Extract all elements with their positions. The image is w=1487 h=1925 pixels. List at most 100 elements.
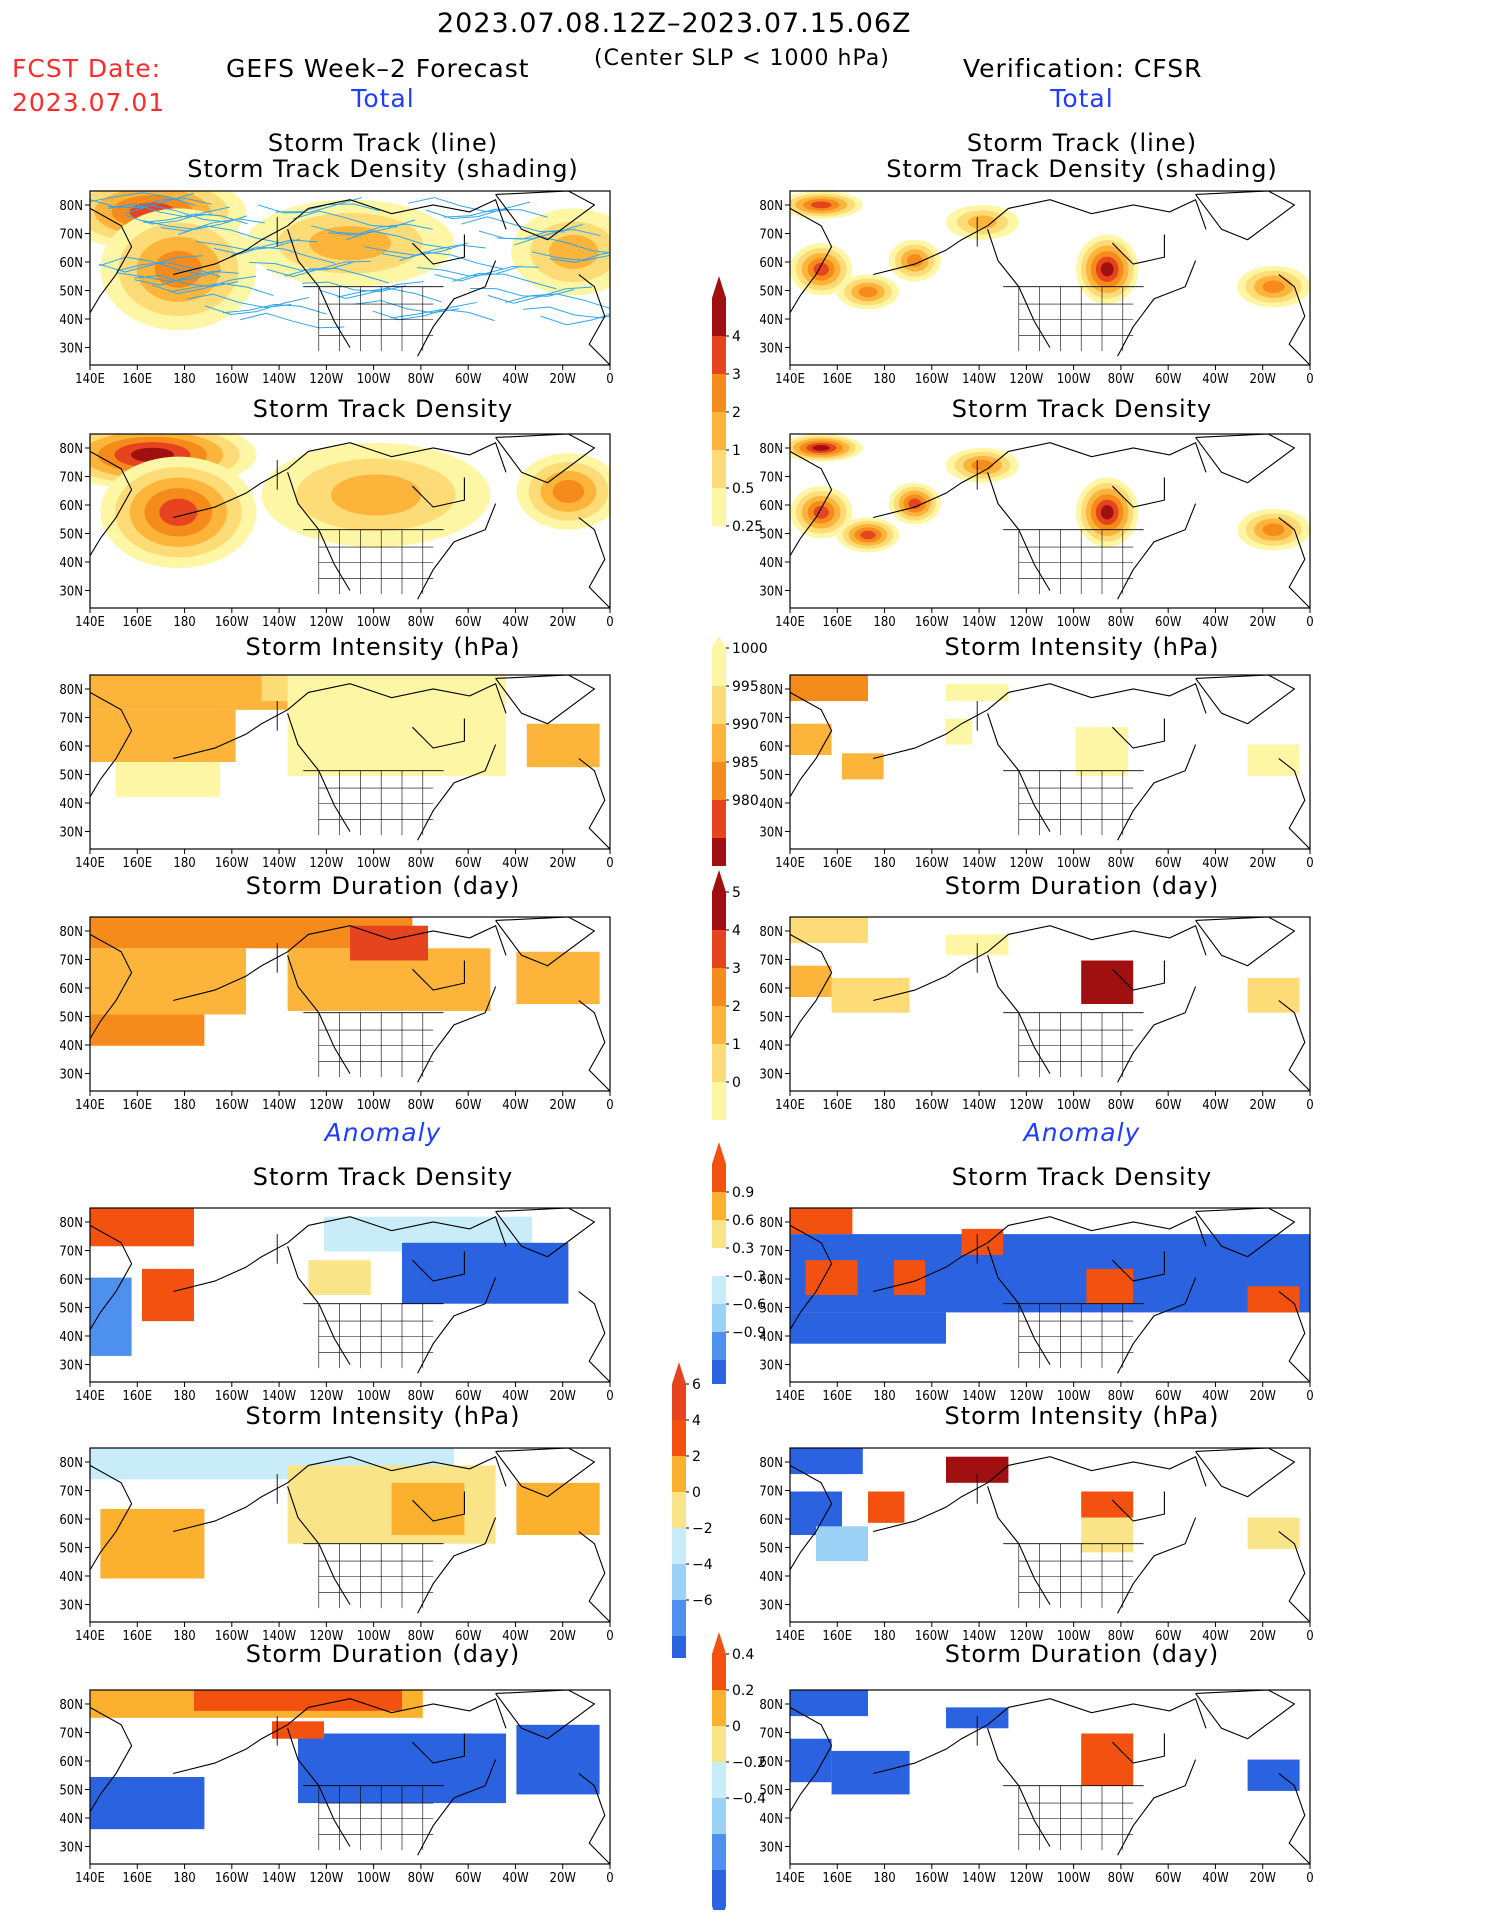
y-tick-label: 40N (759, 797, 783, 812)
x-tick-label: 20W (550, 1871, 577, 1886)
x-tick-label: 140W (962, 1871, 996, 1886)
x-tick-label: 140E (75, 1871, 105, 1886)
left-anomaly-label: Anomaly (324, 1118, 442, 1147)
x-tick-label: 160W (915, 856, 949, 871)
x-tick-label: 0 (1306, 615, 1313, 630)
x-tick-label: 120W (1009, 615, 1043, 630)
x-tick-label: 120W (309, 856, 343, 871)
y-tick-label: 50N (759, 285, 783, 300)
fcst-anom-density-map: 140E 160E 180 160W 140W 120W 100W 80W 60W 40W 20W 0… (54, 1206, 622, 1408)
y-tick-label: 50N (59, 769, 83, 784)
colorbar-label: 1000 (732, 641, 768, 657)
x-tick-label: 80W (408, 372, 435, 387)
x-tick-label: 80W (1108, 1098, 1135, 1113)
x-tick-label: 120W (309, 1098, 343, 1113)
panel-title: Storm Track Density (shading) (886, 155, 1278, 183)
x-tick-label: 80W (1108, 372, 1135, 387)
colorbar-label: 990 (732, 717, 759, 733)
x-tick-label: 160W (215, 1098, 249, 1113)
x-tick-label: 100W (357, 615, 391, 630)
x-tick-label: 180 (173, 1389, 195, 1404)
y-tick-label: 60N (59, 1755, 83, 1770)
x-tick-label: 20W (1250, 1389, 1277, 1404)
colorbar-label: 0.5 (732, 481, 754, 497)
x-tick-label: 160E (822, 615, 852, 630)
fcst-track-line-map: 140E 160E 180 160W 140W 120W 100W 80W 60W 40W 20W 0… (54, 189, 622, 391)
x-tick-label: 160E (822, 1871, 852, 1886)
y-tick-label: 60N (759, 982, 783, 997)
x-tick-label: 20W (1250, 372, 1277, 387)
anomaly-density-colorbar: 0.9 0.6 0.3 −0.3 −0.6 −0.9 (712, 1142, 766, 1384)
colorbar-label: 0 (732, 1075, 741, 1091)
y-tick-label: 30N (759, 1068, 783, 1083)
x-tick-label: 0 (606, 1629, 613, 1644)
cfsr-intensity-map: 140E 160E 180 160W 140W 120W 100W 80W 60W 40W 20W 0… (754, 673, 1322, 875)
y-tick-label: 30N (59, 1841, 83, 1856)
left-total-label: Total (351, 84, 415, 113)
y-tick-label: 70N (59, 712, 83, 727)
y-tick-label: 60N (759, 1755, 783, 1770)
x-tick-label: 100W (1057, 1871, 1091, 1886)
x-tick-label: 80W (1108, 1871, 1135, 1886)
x-tick-label: 140W (262, 1629, 296, 1644)
x-tick-label: 40W (1202, 1098, 1229, 1113)
colorbar-label: −0.6 (732, 1297, 766, 1313)
x-tick-label: 160E (122, 1389, 152, 1404)
colorbar-label: 0.4 (732, 1647, 754, 1663)
y-tick-label: 70N (759, 954, 783, 969)
anomaly-intensity-colorbar: 6 4 2 0 −2 −4 −6 (672, 1362, 713, 1658)
x-tick-label: 140E (75, 1629, 105, 1644)
y-tick-label: 50N (59, 1011, 83, 1026)
x-tick-label: 40W (1202, 1871, 1229, 1886)
x-tick-label: 40W (1202, 856, 1229, 871)
x-tick-label: 20W (1250, 615, 1277, 630)
x-tick-label: 20W (1250, 1871, 1277, 1886)
x-tick-label: 0 (1306, 372, 1313, 387)
y-tick-label: 80N (759, 199, 783, 214)
x-tick-label: 160W (915, 1389, 949, 1404)
x-tick-label: 40W (502, 1871, 529, 1886)
x-tick-label: 40W (502, 372, 529, 387)
fcst-date-value: 2023.07.01 (12, 88, 166, 117)
y-tick-label: 80N (759, 1698, 783, 1713)
x-tick-label: 140W (262, 615, 296, 630)
x-tick-label: 120W (1009, 1098, 1043, 1113)
x-tick-label: 80W (1108, 856, 1135, 871)
y-tick-label: 70N (59, 1485, 83, 1500)
y-tick-label: 60N (59, 1513, 83, 1528)
x-tick-label: 60W (455, 372, 482, 387)
x-tick-label: 160E (822, 856, 852, 871)
x-tick-label: 20W (1250, 1098, 1277, 1113)
x-tick-label: 140W (962, 1389, 996, 1404)
y-tick-label: 50N (759, 1011, 783, 1026)
x-tick-label: 160E (822, 1389, 852, 1404)
fcst-anom-duration-map: 140E 160E 180 160W 140W 120W 100W 80W 60W 40W 20W 0… (54, 1688, 622, 1890)
y-tick-label: 80N (759, 925, 783, 940)
x-tick-label: 140W (962, 856, 996, 871)
y-tick-label: 80N (59, 442, 83, 457)
x-tick-label: 160E (122, 1871, 152, 1886)
x-tick-label: 40W (502, 1098, 529, 1113)
y-tick-label: 50N (759, 528, 783, 543)
x-tick-label: 0 (1306, 1098, 1313, 1113)
x-tick-label: 80W (408, 615, 435, 630)
x-tick-label: 180 (873, 856, 895, 871)
colorbar-label: 0.6 (732, 1213, 754, 1229)
y-tick-label: 40N (59, 1039, 83, 1054)
y-tick-label: 70N (59, 228, 83, 243)
y-tick-label: 40N (759, 313, 783, 328)
x-tick-label: 60W (1155, 372, 1182, 387)
y-tick-label: 50N (759, 1784, 783, 1799)
x-tick-label: 80W (408, 1629, 435, 1644)
x-tick-label: 60W (455, 1629, 482, 1644)
x-tick-label: 60W (1155, 1629, 1182, 1644)
colorbar-label: 2 (692, 1449, 701, 1465)
x-tick-label: 180 (873, 372, 895, 387)
x-tick-label: 40W (502, 856, 529, 871)
y-tick-label: 80N (59, 925, 83, 940)
y-tick-label: 80N (59, 1216, 83, 1231)
x-tick-label: 180 (173, 1098, 195, 1113)
x-tick-label: 160W (915, 615, 949, 630)
y-tick-label: 50N (59, 528, 83, 543)
x-tick-label: 160E (822, 1629, 852, 1644)
